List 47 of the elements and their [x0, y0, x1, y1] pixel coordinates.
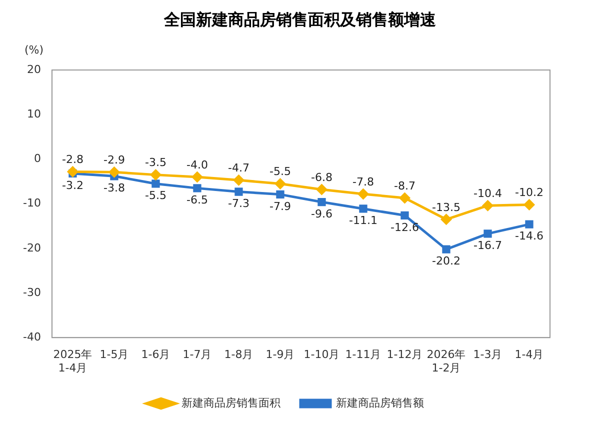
data-label: -6.5	[186, 194, 208, 207]
data-label: -14.6	[515, 230, 544, 243]
x-tick-label: 2026年 1-2月	[426, 348, 466, 374]
data-label: -2.8	[62, 153, 84, 166]
data-label: -7.9	[269, 200, 291, 213]
chart-title: 全国新建商品房销售面积及销售额增速	[162, 10, 437, 31]
data-label: -7.8	[352, 175, 374, 188]
x-tick-label: 2025年 1-4月	[53, 348, 92, 374]
data-label: -3.5	[144, 156, 166, 170]
data-label: -20.2	[432, 254, 460, 268]
x-tick-label: 1-11月	[345, 348, 382, 362]
y-axis-title: (%)	[24, 43, 44, 56]
data-label: -10.4	[474, 186, 502, 200]
y-tick-label: -20	[23, 241, 41, 254]
legend-label: 新建商品房销售面积	[182, 396, 280, 410]
data-label: -5.5	[144, 189, 166, 202]
data-label: -10.2	[515, 186, 544, 200]
x-tick-label: 1-7月	[182, 348, 212, 362]
x-tick-label: 1-12月	[386, 348, 423, 362]
y-tick-label: 0	[34, 152, 41, 166]
data-label: -8.7	[394, 179, 416, 192]
x-tick-label: 1-9月	[266, 348, 295, 362]
data-label: -5.5	[269, 165, 291, 178]
data-label: -13.5	[432, 200, 460, 214]
y-tick-label: 20	[26, 62, 41, 76]
y-tick-label: -10	[23, 196, 41, 210]
y-tick-label: -30	[23, 286, 41, 299]
data-label: -12.6	[390, 220, 419, 234]
legend-label: 新建商品房销售额	[336, 396, 424, 410]
data-label: -4.7	[228, 162, 250, 175]
x-tick-label: 1-5月	[100, 348, 129, 362]
data-label: -9.6	[311, 207, 332, 220]
data-label: -3.2	[62, 178, 84, 192]
data-label: -3.8	[103, 182, 125, 195]
data-label: -11.1	[349, 214, 378, 228]
x-tick-label: 1-3月	[473, 348, 502, 362]
x-tick-label: 1-8月	[224, 348, 254, 362]
data-label: -4.0	[186, 158, 208, 172]
x-tick-label: 1-4月	[514, 348, 544, 362]
data-label: -16.7	[474, 239, 502, 252]
y-tick-label: -40	[23, 330, 41, 344]
x-tick-label: 1-6月	[141, 348, 170, 362]
data-label: -7.3	[228, 197, 250, 210]
x-tick-label: 1-10月	[304, 348, 340, 362]
data-label: -6.8	[311, 170, 332, 184]
y-tick-label: 10	[26, 107, 41, 120]
data-label: -2.9	[103, 153, 125, 166]
